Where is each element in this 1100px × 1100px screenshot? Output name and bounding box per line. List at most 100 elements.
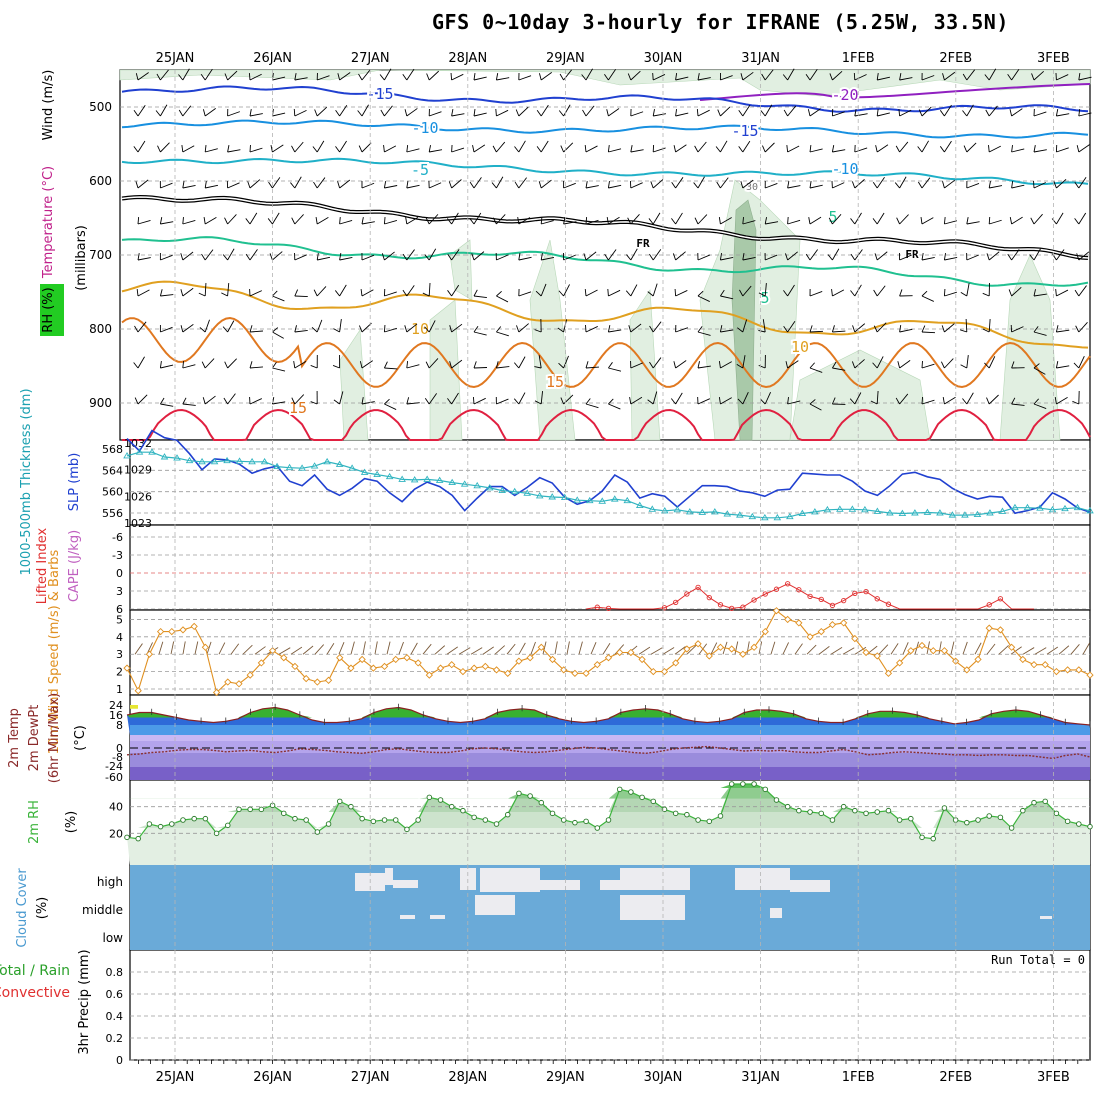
wind-barb	[473, 109, 487, 117]
li-frame	[129, 524, 1091, 611]
wind-barb	[606, 216, 620, 225]
wind-barb	[540, 216, 554, 225]
wind-barb	[424, 393, 438, 405]
wind-barb	[899, 73, 913, 81]
wind-barb	[563, 217, 577, 225]
wind-barb	[383, 181, 398, 189]
wind-barb	[294, 73, 308, 81]
wind-barb	[426, 70, 440, 81]
wind10-marker	[358, 655, 366, 664]
wind-barb	[1055, 109, 1070, 117]
wind-barb	[787, 397, 801, 405]
li-marker	[785, 581, 791, 587]
wind-barb	[1078, 109, 1092, 117]
wind-barb	[1033, 108, 1047, 117]
wind-barb	[449, 323, 463, 333]
li-marker	[751, 597, 757, 603]
wind-barb	[496, 291, 509, 303]
wind-barb	[384, 398, 397, 410]
wind-barb	[737, 392, 749, 405]
date-label-bottom: 2FEB	[939, 1070, 972, 1085]
rh2m-marker	[202, 815, 209, 822]
temp-tick-label: 8	[116, 719, 123, 732]
precip-panel: 0 0.2 0.4 0.6 0.8 Run Total = 0	[106, 953, 1090, 1067]
thickness-marker	[911, 509, 919, 516]
wind-barb	[516, 323, 529, 333]
temp-fill-yellow	[130, 705, 138, 709]
wind-barb	[739, 285, 752, 297]
wind-barb	[809, 399, 822, 411]
wind-barb	[380, 105, 393, 117]
wind-barb	[673, 144, 687, 153]
wind-barb	[851, 179, 865, 189]
wind-barb	[674, 288, 688, 297]
wind-barb	[809, 325, 824, 333]
wind-barb	[204, 181, 219, 189]
wind10-barb	[386, 641, 391, 655]
wind10-barb	[1070, 644, 1080, 655]
wind-tick-label: 3	[116, 648, 123, 661]
wind-barb	[335, 104, 348, 117]
wind-barb	[473, 289, 487, 299]
wind10-barb	[134, 643, 143, 655]
thickness-marker	[460, 480, 469, 487]
thickness-marker	[560, 493, 569, 500]
rh2m-marker	[572, 819, 578, 826]
rh2m-marker	[247, 806, 253, 813]
wind-barb	[963, 142, 977, 153]
cloud-level-label: low	[103, 931, 124, 945]
date-label-top: 27JAN	[351, 51, 390, 66]
wind10-barb	[770, 641, 776, 655]
rh2m-marker	[885, 807, 892, 814]
wind-barb	[381, 251, 395, 261]
wind-barb	[1055, 325, 1070, 333]
wind-barb	[291, 141, 304, 153]
wind10-marker	[403, 654, 411, 662]
contour-label: -15	[731, 122, 758, 140]
slp-thickness-panel: 556 560 564 568 1023 1026 1029 1032	[102, 429, 1094, 530]
wind-barb	[534, 318, 542, 333]
li-tick-label: 3	[116, 585, 123, 598]
wind-barb	[761, 69, 774, 81]
wind-barb	[472, 396, 486, 405]
wind10-marker	[963, 666, 971, 674]
wind-barb	[693, 176, 705, 189]
contour-label: FR	[636, 237, 650, 250]
thickness-marker	[360, 468, 369, 475]
wind-barb	[717, 106, 731, 117]
wind10-marker	[716, 643, 725, 651]
li-marker	[841, 597, 847, 604]
wind-barb	[809, 181, 823, 189]
wind-barb	[920, 217, 934, 225]
date-label-top: 29JAN	[546, 51, 585, 66]
date-label-bottom: 31JAN	[741, 1070, 780, 1085]
wind-barb	[339, 216, 353, 225]
thickness-marker	[823, 505, 832, 513]
li-marker	[717, 602, 724, 608]
thickness-marker	[473, 481, 481, 489]
temp-band-freeze	[130, 735, 1090, 741]
rh2m-marker	[169, 821, 175, 827]
ylabel-rh: RH (%)	[41, 287, 56, 332]
wind-barb	[719, 72, 733, 81]
wind-barb	[291, 394, 305, 405]
wind-barb	[314, 106, 328, 117]
rh2m-marker	[493, 821, 500, 827]
wind-barb	[514, 177, 527, 189]
wind-barb	[1007, 69, 1020, 81]
rh2m-marker	[527, 793, 533, 799]
wind-barb	[473, 73, 487, 81]
thickness-marker	[635, 501, 644, 508]
wind-barb	[357, 104, 369, 117]
temp-line	[126, 706, 1091, 726]
rh2m-marker	[740, 781, 746, 787]
wind-barb	[899, 289, 913, 297]
li-marker	[986, 602, 992, 608]
wind-barb	[960, 283, 970, 297]
wind-barb	[697, 290, 710, 302]
wind-barb	[293, 108, 307, 117]
precip-tick-label: 0.8	[106, 966, 124, 979]
rh-shade-dark	[731, 199, 757, 441]
wind10-barb	[302, 645, 314, 655]
wind-barb	[402, 285, 415, 297]
